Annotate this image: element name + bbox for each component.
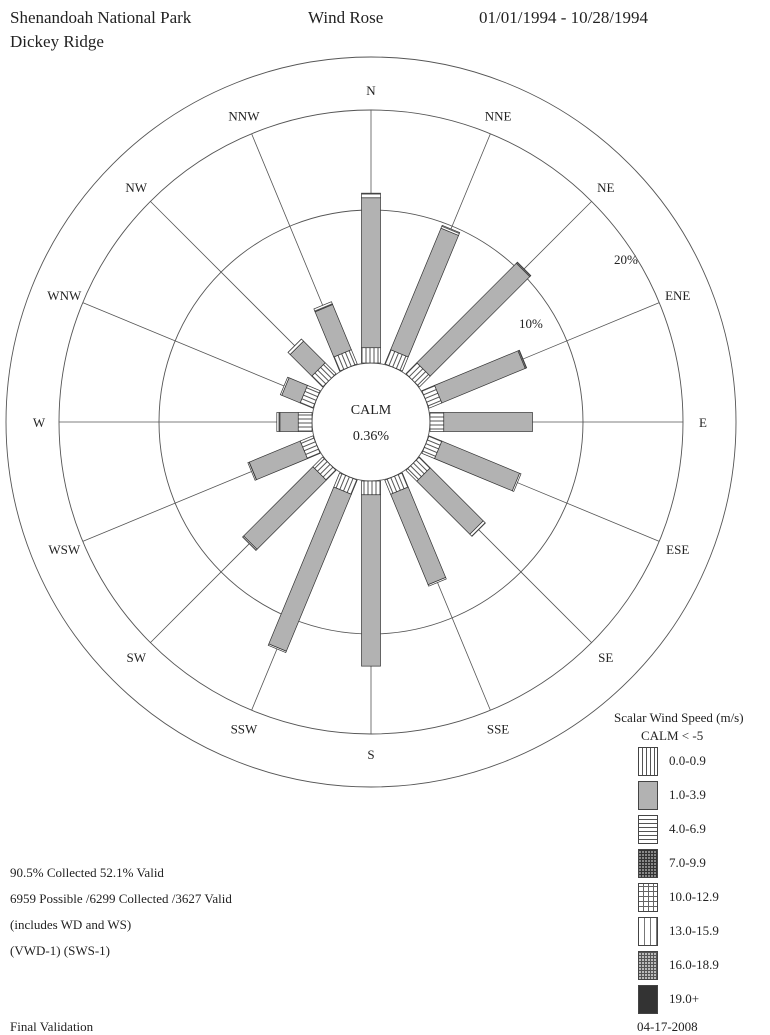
bar-sse-4.0-6.9 [427, 577, 447, 587]
spoke-wnw [82, 302, 317, 400]
legend-label-19.0+: 19.0+ [669, 991, 700, 1006]
direction-label-wnw: WNW [47, 288, 82, 303]
direction-label-e: E [699, 415, 707, 430]
direction-label-ssw: SSW [231, 722, 258, 737]
direction-label-nne: NNE [485, 108, 512, 123]
direction-label-wsw: WSW [48, 542, 81, 557]
legend-swatch-10.0-12.9 [638, 883, 658, 912]
bar-nnw-4.0-6.9 [313, 301, 334, 313]
calm-label: CALM [351, 403, 392, 418]
bar-n-4.0-6.9 [361, 192, 381, 199]
bar-wnw-4.0-6.9 [279, 376, 290, 396]
legend-calm-note: CALM < -5 [641, 728, 704, 743]
direction-label-ene: ENE [665, 288, 690, 303]
legend-swatch-7.0-9.9 [638, 849, 658, 878]
stats-includes: (includes WD and WS) [10, 917, 132, 932]
bar-wsw-4.0-6.9 [247, 461, 257, 481]
legend-label-0.0-0.9: 0.0-0.9 [669, 753, 706, 768]
direction-label-nw: NW [125, 180, 147, 195]
bar-e-0.0-0.9 [429, 412, 445, 432]
footer-date: 04-17-2008 [637, 1019, 698, 1034]
legend-label-1.0-3.9: 1.0-3.9 [669, 787, 706, 802]
direction-label-se: SE [598, 650, 613, 665]
ring-label-20: 20% [614, 252, 638, 267]
bar-nw-4.0-6.9 [287, 338, 305, 356]
legend-label-10.0-12.9: 10.0-12.9 [669, 889, 719, 904]
ring-label-10: 10% [519, 316, 543, 331]
bar-n-0.0-0.9 [361, 347, 381, 364]
legend-swatch-0.0-0.9 [638, 747, 658, 776]
ring-20 [5, 56, 737, 788]
legend-swatch-1.0-3.9 [638, 781, 658, 810]
bar-ene-4.0-6.9 [517, 349, 528, 369]
legend-swatch-13.0-15.9 [638, 917, 658, 946]
bar-n-1.0-3.9 [361, 197, 381, 349]
direction-label-ne: NE [597, 180, 614, 195]
legend-label-4.0-6.9: 4.0-6.9 [669, 821, 706, 836]
direction-label-sw: SW [126, 650, 146, 665]
calm-circle [311, 362, 431, 482]
stats-instruments: (VWD-1) (SWS-1) [10, 943, 111, 958]
legend-label-13.0-15.9: 13.0-15.9 [669, 923, 719, 938]
stats-collected: 90.5% Collected 52.1% Valid [10, 865, 164, 880]
direction-label-n: N [366, 83, 376, 98]
legend-swatch-4.0-6.9 [638, 815, 658, 844]
footer-status: Final Validation [10, 1019, 94, 1034]
bar-w-0.0-0.9 [297, 412, 313, 432]
park-name: Shenandoah National Park [10, 8, 192, 27]
bar-sw-4.0-6.9 [242, 535, 258, 551]
bar-w-1.0-3.9 [279, 412, 299, 432]
date-range: 01/01/1994 - 10/28/1994 [479, 8, 649, 27]
bar-s-1.0-3.9 [361, 494, 381, 667]
bar-s-0.0-0.9 [361, 480, 381, 496]
legend-label-16.0-18.9: 16.0-18.9 [669, 957, 719, 972]
legend-swatch-16.0-18.9 [638, 951, 658, 980]
stats-counts: 6959 Possible /6299 Collected /3627 Vali… [10, 891, 232, 906]
direction-label-w: W [33, 415, 46, 430]
bar-e-1.0-3.9 [443, 412, 533, 432]
bar-se-4.0-6.9 [469, 520, 486, 537]
bar-ssw-4.0-6.9 [267, 643, 287, 654]
chart-title: Wind Rose [308, 8, 384, 27]
legend-swatch-19.0+ [638, 985, 658, 1014]
legend-title: Scalar Wind Speed (m/s) [614, 710, 744, 725]
bar-ese-1.0-3.9 [434, 440, 521, 492]
direction-label-nnw: NNW [228, 108, 260, 123]
direction-label-ese: ESE [666, 542, 689, 557]
bar-ne-4.0-6.9 [515, 261, 532, 278]
bar-ese-4.0-6.9 [511, 472, 522, 492]
direction-label-s: S [367, 747, 374, 762]
site-name: Dickey Ridge [10, 32, 104, 51]
bar-nne-4.0-6.9 [440, 224, 461, 236]
bar-se-1.0-3.9 [416, 467, 484, 535]
legend-label-7.0-9.9: 7.0-9.9 [669, 855, 706, 870]
direction-label-sse: SSE [487, 722, 509, 737]
calm-value: 0.36% [353, 429, 390, 444]
bar-wsw-1.0-3.9 [248, 440, 308, 481]
bar-nnw-1.0-3.9 [314, 304, 352, 358]
bar-w-4.0-6.9 [276, 412, 281, 432]
